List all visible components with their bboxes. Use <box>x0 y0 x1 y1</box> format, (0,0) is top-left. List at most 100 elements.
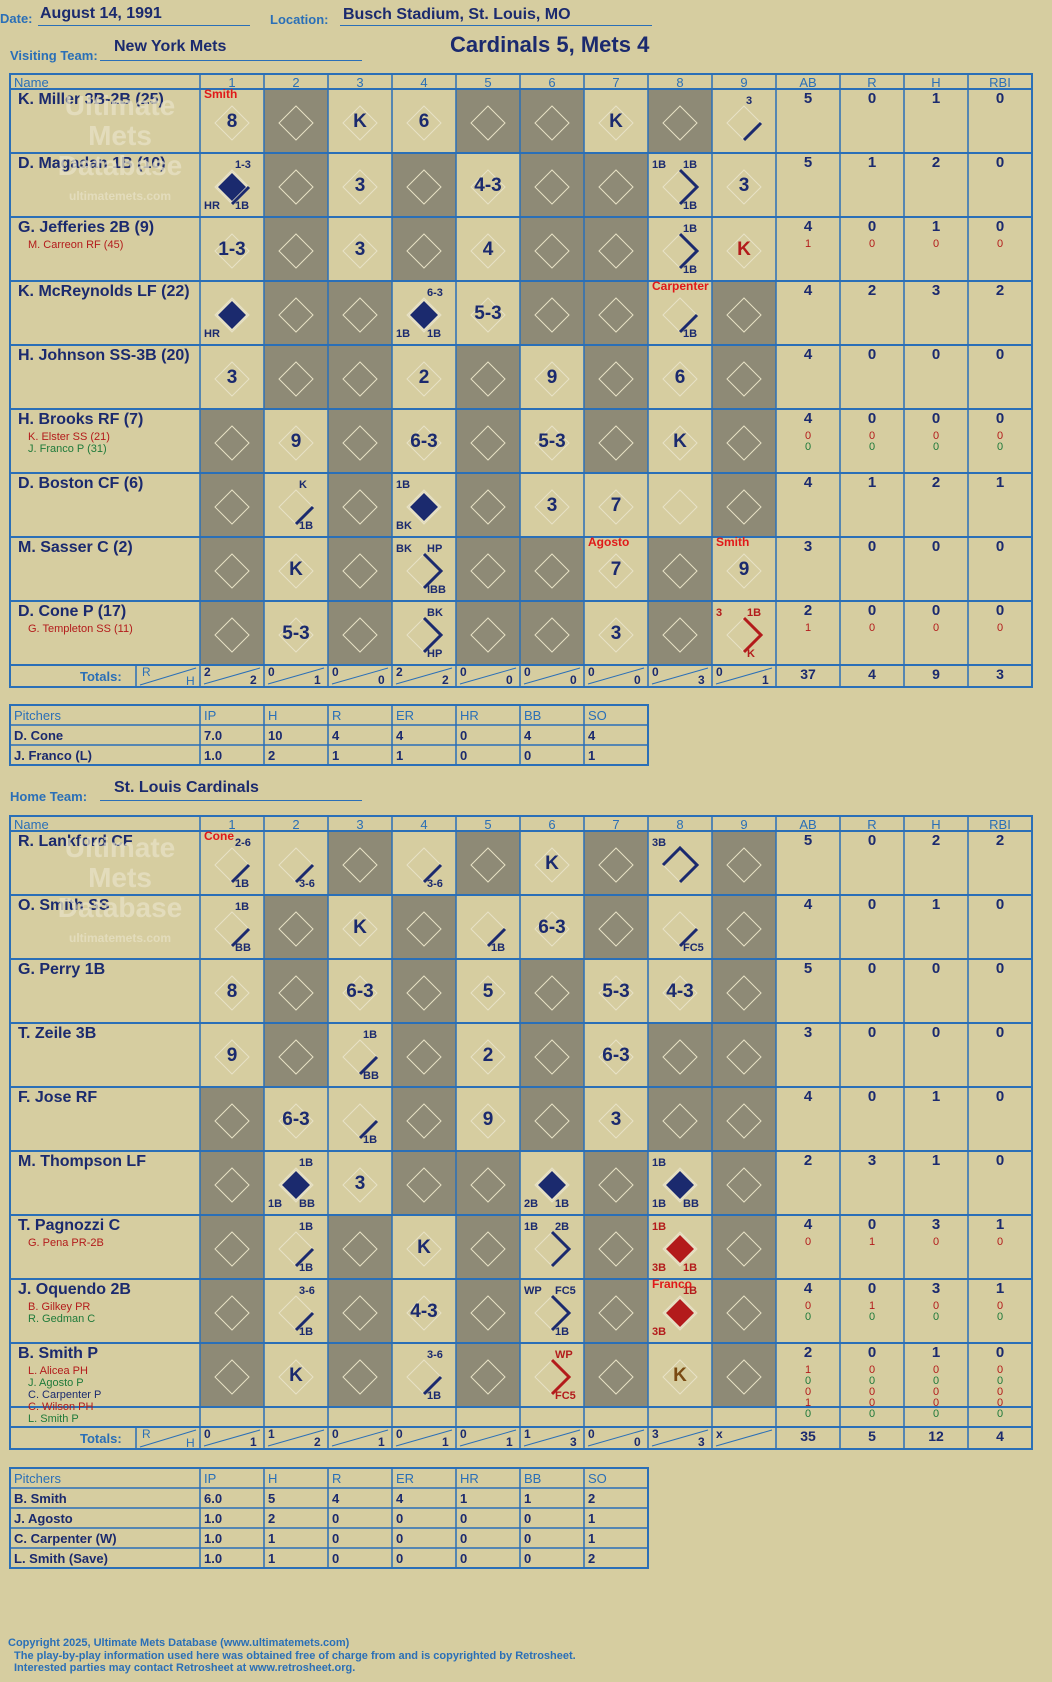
batter-stat: 0 <box>995 218 1005 235</box>
base-diamond <box>534 233 570 269</box>
inning-col-header: 7 <box>612 817 620 832</box>
shaded-cell <box>712 1343 776 1407</box>
play-result: 7 <box>610 495 622 516</box>
score-title: Cardinals 5, Mets 4 <box>450 32 650 57</box>
substitute-stat: 1 <box>804 238 812 250</box>
batter-name: T. Zeile 3B <box>18 1025 97 1042</box>
name-col-header: Name <box>14 817 49 832</box>
pitchers-border <box>9 1467 649 1569</box>
play-note: 1B <box>652 1198 667 1210</box>
inning-hits: 1 <box>314 673 321 687</box>
shaded-cell <box>584 153 648 217</box>
batter-stat: 1 <box>931 90 941 107</box>
base-diamond <box>406 489 442 525</box>
substitute-stat: 0 <box>932 1300 940 1312</box>
inning-col-header: 2 <box>292 817 300 832</box>
basepath-line <box>230 863 251 884</box>
shaded-cell <box>712 1279 776 1343</box>
play-note: BB <box>683 1198 699 1210</box>
batter-name: D. Cone P (17) <box>18 603 127 620</box>
shaded-cell <box>200 1279 264 1343</box>
substitute-name: J. Agosto P <box>28 1377 84 1389</box>
pitcher-stat: 0 <box>460 748 468 763</box>
base-diamond <box>534 297 570 333</box>
shaded-cell <box>712 959 776 1023</box>
play-result: 8 <box>226 111 238 132</box>
shaded-cell <box>200 409 264 473</box>
shaded-cell <box>712 473 776 537</box>
substitute-name: C. Carpenter P <box>28 1389 102 1401</box>
play-result: K <box>289 1365 303 1386</box>
shaded-cell <box>520 217 584 281</box>
pitcher-name: L. Smith (Save) <box>14 1551 108 1566</box>
base-diamond <box>726 489 762 525</box>
shaded-cell <box>264 153 328 217</box>
base-diamond <box>598 847 634 883</box>
pitchers-header-cell: R <box>332 1471 342 1486</box>
substitute-stat: 0 <box>932 441 940 453</box>
base-diamond <box>726 297 762 333</box>
inning-runs: 0 <box>524 665 531 679</box>
play-result: 4-3 <box>666 981 694 1002</box>
inning-runs: 0 <box>204 1427 211 1441</box>
pitcher-stat: 10 <box>268 728 283 743</box>
shaded-cell <box>584 831 648 895</box>
base-diamond <box>342 1231 378 1267</box>
substitute-name: B. Gilkey PR <box>28 1301 91 1313</box>
base-diamond <box>662 617 698 653</box>
batter-stat: 0 <box>995 896 1005 913</box>
inning-hits: 2 <box>442 673 449 687</box>
substitute-stat: 1 <box>804 1364 812 1376</box>
play-result: 6-3 <box>538 917 566 938</box>
total-diagonal <box>587 1429 645 1447</box>
play-note: 1B <box>555 1198 570 1210</box>
inning-runs: 2 <box>204 665 211 679</box>
play-note: 1B <box>683 1285 698 1297</box>
base-diamond <box>662 1295 698 1331</box>
shaded-cell <box>456 537 520 601</box>
scored-run-diamond <box>663 1232 697 1266</box>
inning-runs: 0 <box>716 665 723 679</box>
substitute-name: R. Gedman C <box>28 1313 96 1325</box>
play-result: 3 <box>226 367 238 388</box>
play-note: BB <box>299 1198 315 1210</box>
substitute-stat: 0 <box>932 1364 940 1376</box>
game-total: 5 <box>868 1428 876 1444</box>
play-note: 1B <box>683 223 698 235</box>
total-diagonal <box>523 667 581 685</box>
batter-name: H. Brooks RF (7) <box>18 411 144 428</box>
substitute-stat: 0 <box>996 441 1004 453</box>
play-note: 3 <box>746 95 753 107</box>
shaded-cell <box>712 409 776 473</box>
play-result: 5-3 <box>474 303 502 324</box>
pitcher-stat: 0 <box>460 1511 468 1526</box>
pitchers-header-cell: BB <box>524 708 542 723</box>
shaded-cell <box>520 281 584 345</box>
stat-col-header: R <box>867 817 877 832</box>
shaded-cell <box>264 281 328 345</box>
pitchers-header-cell: BB <box>524 1471 542 1486</box>
play-note: 1B <box>524 1221 539 1233</box>
stat-col-header: H <box>931 817 941 832</box>
play-note: 1B <box>683 159 698 171</box>
batter-stat: 2 <box>867 282 877 299</box>
pitcher-stat: 1 <box>268 1531 276 1546</box>
pitcher-stat: 1.0 <box>204 1511 223 1526</box>
total-diagonal <box>267 1429 325 1447</box>
base-diamond <box>534 425 570 461</box>
base-diamond <box>534 489 570 525</box>
total-diagonal <box>267 667 325 685</box>
watermark-text: ultimatemets.com <box>68 189 172 203</box>
shaded-cell <box>392 1151 456 1215</box>
footer-contact: Interested parties may contact Retroshee… <box>14 1662 356 1674</box>
base-diamond <box>214 1295 250 1331</box>
base-diamond <box>662 1103 698 1139</box>
pitcher-stat: 1 <box>588 1531 596 1546</box>
play-note: 3B <box>652 837 667 849</box>
substitute-stat: 0 <box>996 1375 1004 1387</box>
batter-name: F. Jose RF <box>18 1089 98 1106</box>
total-diagonal <box>395 1429 453 1447</box>
pitcher-stat: 1 <box>332 748 340 763</box>
base-diamond <box>406 425 442 461</box>
play-note: 1-3 <box>235 159 251 171</box>
